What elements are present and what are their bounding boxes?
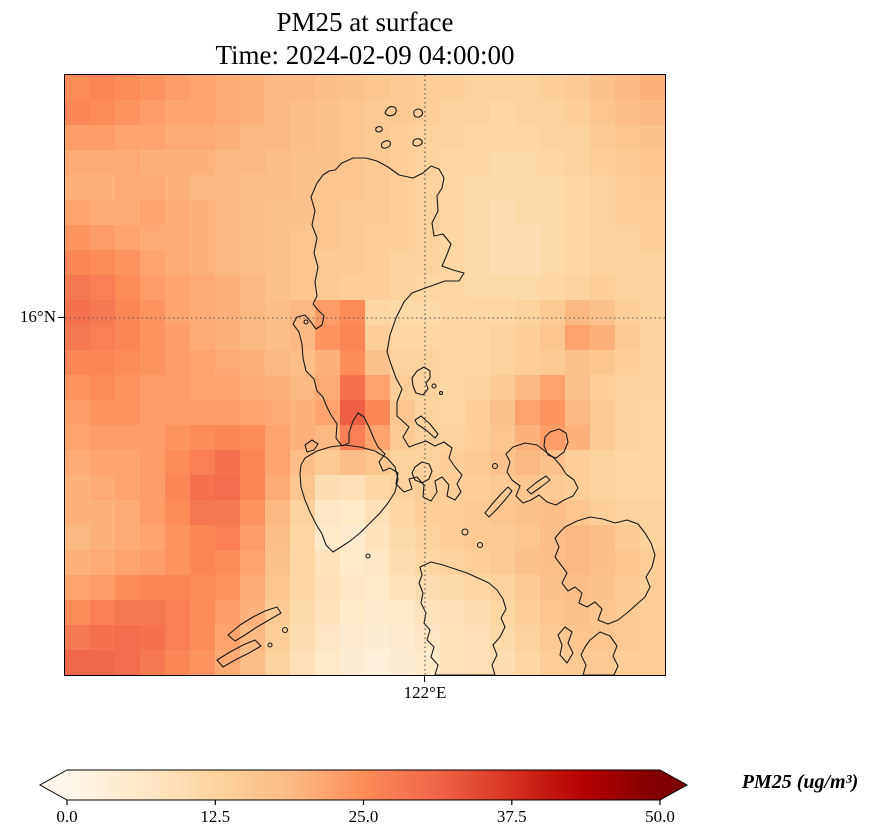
colorbar-ticks — [66, 800, 661, 805]
islet — [281, 626, 289, 634]
burias-island — [484, 486, 513, 518]
lubang-island — [304, 439, 319, 453]
islet — [476, 541, 484, 549]
islet — [365, 553, 371, 559]
camarines-coastline — [505, 442, 579, 506]
colorbar-unit-label: PM25 (ug/m³) — [741, 771, 859, 793]
figure-title: PM25 at surface — [276, 7, 454, 37]
calamian-island-1 — [227, 606, 282, 642]
masbate-island — [580, 631, 619, 675]
colorbar-tick-label: 25.0 — [349, 807, 379, 826]
colorbar-bar — [38, 769, 689, 801]
x-axis-tick-label: 122°E — [403, 683, 447, 702]
islet — [431, 383, 437, 389]
x-axis-tick-mark — [424, 676, 426, 682]
colorbar-tick-label: 37.5 — [497, 807, 527, 826]
babuyan-islet-4 — [380, 140, 392, 149]
coastline-overlay — [65, 75, 665, 675]
map-plot — [64, 74, 666, 676]
islet — [303, 319, 309, 325]
islet — [438, 390, 444, 396]
south-islands-coastline — [418, 561, 507, 675]
babuyan-islet-5 — [412, 138, 423, 147]
ticao-island — [557, 626, 574, 664]
calamian-island-2 — [216, 639, 262, 668]
luzon-coastline — [292, 157, 465, 502]
islet — [461, 528, 469, 536]
babuyan-islet-3 — [375, 125, 383, 133]
catanduanes-coastline — [554, 516, 656, 625]
islet — [491, 462, 499, 470]
y-axis-tick-label: 16°N — [19, 307, 56, 326]
colorbar-tick-label: 12.5 — [200, 807, 230, 826]
laguna-lake — [414, 415, 439, 439]
mindoro-coastline — [299, 444, 399, 553]
small-sliver-island — [526, 475, 551, 495]
pm25-heatmap-canvas — [65, 75, 665, 675]
round-island — [543, 428, 569, 459]
colorbar: 0.0 12.5 25.0 37.5 50.0 — [38, 769, 689, 826]
babuyan-islet-2 — [413, 108, 424, 118]
colorbar-tick-label: 0.0 — [56, 807, 77, 826]
y-axis-tick-mark — [58, 317, 65, 319]
islet — [267, 642, 273, 648]
babuyan-islet-1 — [384, 106, 397, 117]
polillo-island — [411, 366, 431, 396]
colorbar-tick-label: 50.0 — [645, 807, 675, 826]
marinduque-island — [411, 461, 433, 484]
figure-subtitle-time: Time: 2024-02-09 04:00:00 — [215, 40, 515, 70]
